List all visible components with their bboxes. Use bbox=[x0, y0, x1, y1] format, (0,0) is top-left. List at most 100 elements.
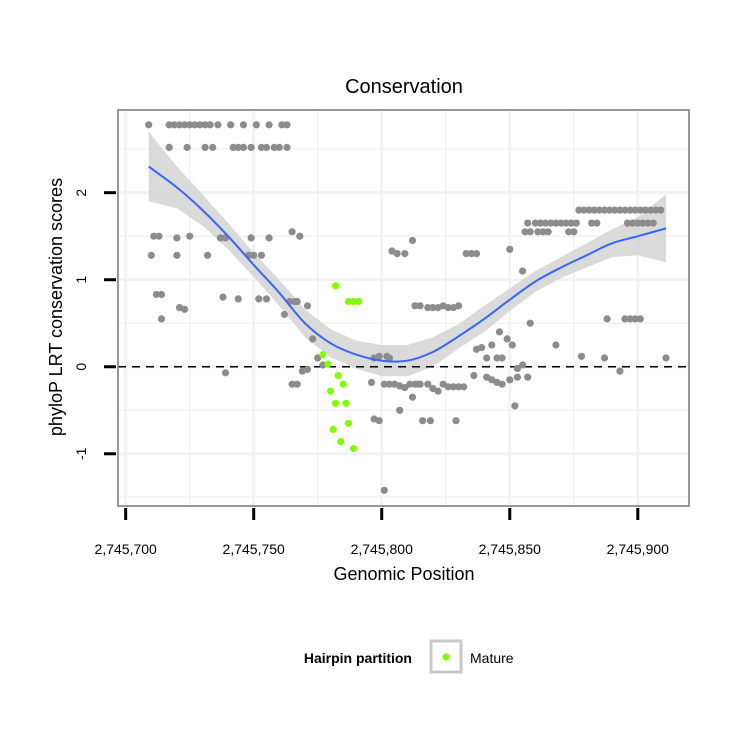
other-point bbox=[652, 206, 660, 214]
other-point bbox=[393, 250, 401, 258]
other-point bbox=[434, 387, 442, 395]
other-point bbox=[519, 267, 527, 275]
x-tick-label: 2,745,900 bbox=[607, 541, 669, 557]
other-point bbox=[542, 219, 550, 227]
other-point bbox=[524, 373, 532, 381]
other-point bbox=[565, 228, 573, 236]
mature-point bbox=[350, 445, 358, 453]
other-point bbox=[444, 304, 452, 312]
mature-point bbox=[355, 297, 363, 306]
other-point bbox=[293, 380, 301, 388]
other-point bbox=[467, 250, 475, 258]
other-point bbox=[647, 206, 655, 214]
x-tick-label: 2,745,800 bbox=[351, 541, 413, 557]
other-point bbox=[552, 341, 560, 349]
other-point bbox=[519, 361, 527, 369]
plot-panel-border bbox=[117, 109, 690, 507]
other-point bbox=[298, 367, 306, 375]
other-point bbox=[424, 380, 432, 388]
mature-point bbox=[332, 399, 340, 407]
mature-point bbox=[332, 282, 340, 290]
other-point bbox=[603, 315, 611, 323]
other-point bbox=[539, 228, 547, 236]
other-point bbox=[157, 290, 166, 299]
other-point bbox=[416, 380, 424, 388]
other-point bbox=[524, 219, 532, 227]
other-point bbox=[506, 245, 514, 253]
other-point bbox=[296, 232, 304, 240]
other-point bbox=[585, 206, 593, 214]
other-point bbox=[173, 251, 181, 259]
other-point bbox=[252, 121, 260, 129]
other-point bbox=[600, 354, 609, 362]
other-point bbox=[408, 393, 417, 401]
other-point bbox=[644, 219, 652, 227]
y-axis-label: phyloP LRT conservation scores bbox=[46, 178, 66, 436]
other-point bbox=[293, 297, 301, 306]
mature-point bbox=[334, 371, 342, 380]
other-point bbox=[227, 121, 235, 129]
other-point bbox=[303, 302, 312, 310]
other-point bbox=[455, 302, 463, 310]
other-point bbox=[375, 417, 383, 425]
other-point bbox=[580, 206, 588, 214]
mature-point bbox=[344, 419, 352, 427]
other-point bbox=[452, 417, 460, 425]
other-point bbox=[255, 295, 263, 303]
other-point bbox=[265, 234, 273, 242]
other-point bbox=[191, 121, 199, 129]
other-point bbox=[616, 367, 624, 375]
other-point bbox=[145, 121, 153, 129]
other-point bbox=[513, 364, 522, 373]
other-point bbox=[367, 378, 376, 386]
other-point bbox=[411, 302, 419, 310]
other-point bbox=[204, 251, 212, 259]
other-point bbox=[577, 352, 586, 360]
other-point bbox=[631, 315, 639, 323]
other-point bbox=[526, 228, 534, 236]
other-point bbox=[262, 143, 271, 151]
other-point bbox=[498, 380, 506, 388]
other-point bbox=[588, 219, 596, 227]
other-point bbox=[547, 219, 555, 227]
other-point bbox=[221, 369, 230, 377]
scatter-points-layer bbox=[145, 121, 670, 494]
other-point bbox=[470, 371, 478, 380]
mature-point bbox=[337, 438, 345, 446]
other-point bbox=[206, 121, 214, 129]
other-point bbox=[214, 121, 222, 129]
other-point bbox=[472, 345, 481, 353]
other-point bbox=[270, 143, 278, 151]
other-point bbox=[639, 219, 647, 227]
other-point bbox=[247, 143, 255, 151]
mature-point bbox=[344, 297, 352, 306]
other-point bbox=[567, 219, 575, 227]
other-point bbox=[590, 206, 598, 214]
other-point bbox=[288, 380, 296, 388]
y-tick-label: 1 bbox=[73, 276, 89, 284]
other-point bbox=[408, 236, 417, 245]
legend-key-mature-marker bbox=[442, 653, 450, 661]
other-point bbox=[460, 383, 468, 391]
other-point bbox=[165, 121, 173, 129]
other-point bbox=[449, 383, 457, 391]
other-point bbox=[626, 315, 634, 323]
other-point bbox=[513, 373, 522, 381]
other-point bbox=[309, 335, 317, 343]
other-point bbox=[173, 234, 181, 242]
mature-point bbox=[350, 297, 358, 306]
other-point bbox=[424, 304, 432, 312]
other-point bbox=[196, 121, 204, 129]
other-point bbox=[483, 354, 491, 362]
other-point bbox=[401, 384, 409, 392]
other-point bbox=[621, 206, 629, 214]
y-tick-label: 2 bbox=[73, 189, 89, 197]
other-point bbox=[444, 383, 452, 391]
other-point bbox=[495, 328, 504, 336]
other-point bbox=[552, 219, 560, 227]
other-point bbox=[157, 315, 166, 323]
y-tick-label: 0 bbox=[73, 363, 89, 371]
other-point bbox=[472, 250, 481, 258]
mature-point bbox=[326, 387, 335, 395]
x-axis-label: Genomic Position bbox=[333, 564, 474, 584]
